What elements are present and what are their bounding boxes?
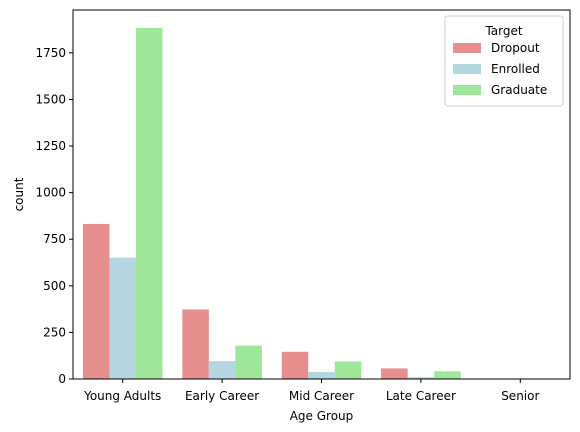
bar-dropout-1 [182, 309, 209, 379]
legend-swatch-enrolled [453, 64, 481, 74]
legend: Target Dropout Enrolled Graduate [444, 15, 564, 107]
x-axis-label: Age Group [290, 409, 354, 423]
y-tick-label: 1500 [35, 92, 66, 106]
x-tick-label: Mid Career [289, 389, 354, 403]
legend-swatch-dropout [453, 43, 481, 53]
bar-dropout-0 [82, 223, 110, 379]
x-axis: Young Adults Early Career Mid Career Late C… [83, 379, 539, 403]
bar-enrolled-3 [407, 377, 435, 379]
bars-group [82, 27, 508, 380]
x-tick-label: Late Career [386, 389, 456, 403]
x-tick-label: Senior [501, 389, 539, 403]
y-tick-label: 250 [43, 325, 66, 339]
legend-box [444, 15, 564, 107]
y-tick-label: 1750 [35, 46, 66, 60]
bar-enrolled-2 [308, 371, 335, 379]
y-axis-label: count [12, 177, 26, 211]
y-tick-label: 0 [58, 372, 66, 386]
bar-graduate-3 [434, 371, 461, 379]
bar-enrolled-1 [208, 361, 236, 379]
legend-items: Dropout Enrolled Graduate [453, 41, 547, 97]
plot-frame [72, 9, 571, 380]
y-tick-label: 1000 [35, 186, 66, 200]
y-tick-label: 750 [43, 232, 66, 246]
bar-graduate-1 [235, 345, 262, 379]
x-tick-label: Young Adults [83, 389, 161, 403]
legend-label-graduate: Graduate [491, 83, 547, 97]
bar-dropout-3 [381, 368, 408, 379]
bar-graduate-0 [135, 27, 163, 380]
y-tick-label: 1250 [35, 139, 66, 153]
bar-enrolled-0 [109, 257, 136, 379]
bar-dropout-2 [281, 351, 309, 379]
legend-label-enrolled: Enrolled [491, 62, 540, 76]
y-axis: 0 250 500 750 1000 1250 1500 1750 [35, 46, 73, 386]
y-tick-label: 500 [43, 279, 66, 293]
x-tick-label: Early Career [185, 389, 259, 403]
legend-swatch-graduate [453, 85, 481, 95]
bar-graduate-2 [334, 361, 362, 379]
legend-label-dropout: Dropout [491, 41, 540, 55]
legend-title: Target [484, 24, 522, 38]
